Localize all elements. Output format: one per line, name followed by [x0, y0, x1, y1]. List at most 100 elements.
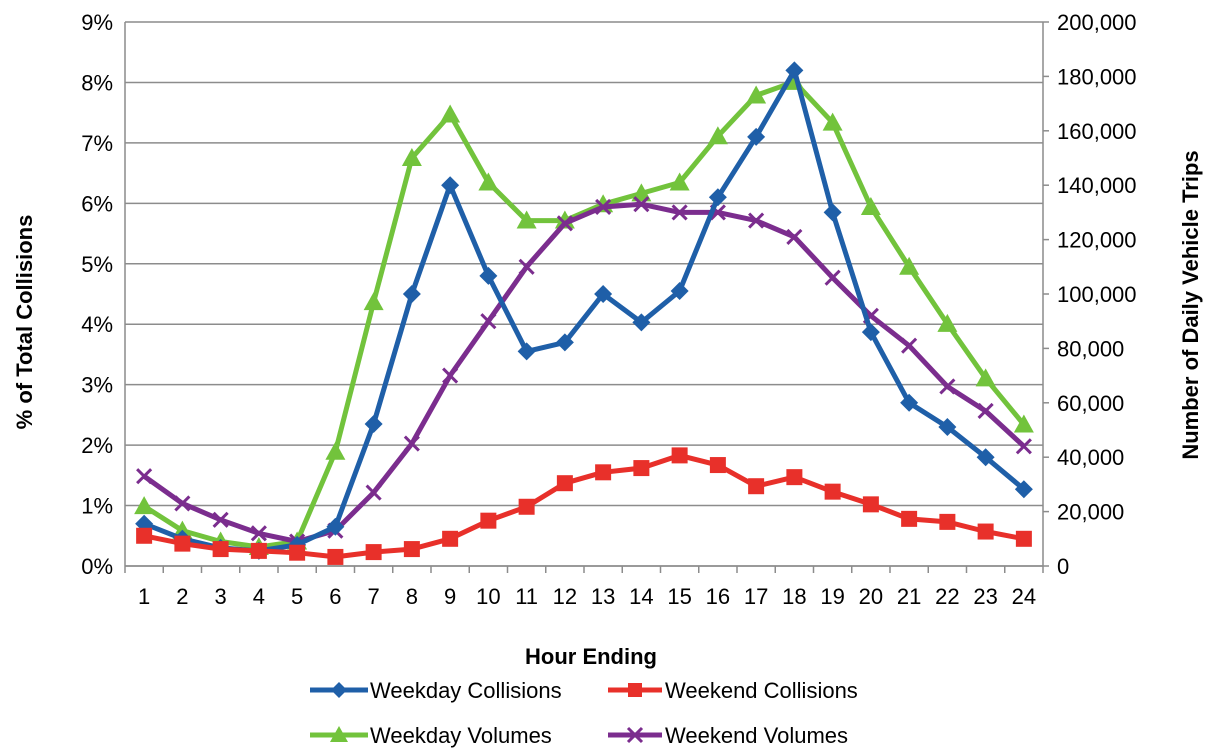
- data-point: [785, 61, 804, 80]
- data-point: [555, 333, 574, 352]
- data-point: [250, 525, 267, 542]
- data-point: [402, 285, 421, 303]
- data-point: [440, 104, 461, 123]
- data-point: [861, 323, 880, 342]
- data-point: [442, 530, 459, 547]
- data-point: [250, 542, 267, 559]
- left-tick-label: 9%: [81, 10, 113, 35]
- data-point: [671, 204, 688, 221]
- data-point: [631, 183, 652, 202]
- data-point: [364, 414, 383, 433]
- series-weekend-collisions: [136, 447, 1032, 565]
- data-point: [786, 469, 803, 486]
- data-point: [327, 548, 344, 565]
- data-point: [595, 198, 612, 216]
- right-tick-label: 140,000: [1057, 173, 1137, 198]
- left-tick-label: 3%: [81, 373, 113, 398]
- x-tick-label: 8: [406, 584, 418, 609]
- data-point: [1014, 480, 1033, 499]
- data-point: [748, 212, 765, 229]
- data-point: [134, 496, 155, 515]
- data-point: [860, 196, 881, 215]
- left-axis-ticks: 0% 1% 2% 3% 4% 5% 6% 7% 8% 9%: [81, 10, 113, 579]
- data-point: [746, 85, 767, 104]
- data-point: [900, 393, 919, 412]
- data-point: [595, 464, 612, 481]
- data-point: [899, 256, 920, 275]
- left-tick-label: 7%: [81, 131, 113, 156]
- x-tick-label: 14: [629, 584, 653, 609]
- left-tick-label: 8%: [81, 70, 113, 95]
- data-point: [480, 313, 497, 330]
- x-tick-label: 22: [935, 584, 959, 609]
- x-tick-label: 11: [515, 584, 538, 609]
- right-tick-label: 100,000: [1057, 282, 1137, 307]
- data-point: [516, 210, 537, 229]
- data-point: [1013, 414, 1034, 433]
- data-point: [633, 196, 650, 213]
- x-tick-label: 20: [859, 584, 883, 609]
- axes: [124, 22, 1044, 567]
- x-tick-label: 2: [176, 584, 188, 609]
- left-tick-label: 5%: [81, 252, 113, 277]
- data-point: [823, 203, 842, 222]
- data-point: [977, 523, 994, 540]
- data-point: [403, 435, 420, 452]
- data-point: [669, 172, 690, 191]
- data-point: [212, 511, 229, 528]
- legend-item-weekend-volumes: Weekend Volumes: [608, 723, 848, 748]
- data-point: [365, 484, 382, 501]
- data-point: [747, 127, 766, 146]
- legend-label-weekday-volumes: Weekday Volumes: [370, 723, 552, 748]
- data-point: [517, 342, 536, 361]
- data-point: [442, 367, 459, 384]
- data-point: [976, 448, 995, 467]
- data-point: [554, 210, 575, 229]
- data-point: [365, 544, 382, 561]
- left-tick-label: 2%: [81, 433, 113, 458]
- series-layer: [134, 61, 1034, 565]
- data-point: [977, 402, 994, 420]
- x-tick-label: 3: [215, 584, 227, 609]
- x-tick-label: 17: [744, 584, 768, 609]
- x-tick-label: 4: [253, 584, 265, 609]
- right-tick-label: 160,000: [1057, 119, 1137, 144]
- data-point: [556, 215, 573, 232]
- data-point: [480, 512, 497, 529]
- data-point: [518, 498, 535, 515]
- x-tick-label: 12: [553, 584, 577, 609]
- data-point: [938, 417, 957, 436]
- data-point: [824, 483, 841, 500]
- x-tick-label: 10: [476, 584, 500, 609]
- legend-marker-triangle: [330, 726, 348, 742]
- data-point: [441, 176, 460, 195]
- x-tick-label: 7: [368, 584, 380, 609]
- legend-item-weekend-collisions: Weekend Collisions: [608, 678, 858, 703]
- data-point: [174, 535, 191, 552]
- right-tick-label: 80,000: [1057, 336, 1124, 361]
- legend-item-weekday-collisions: Weekday Collisions: [310, 678, 562, 703]
- data-point: [671, 447, 688, 464]
- data-point: [632, 313, 651, 332]
- data-point: [862, 496, 879, 513]
- x-tick-label: 18: [782, 584, 806, 609]
- data-point: [136, 527, 153, 544]
- left-tick-label: 4%: [81, 312, 113, 337]
- legend-label-weekend-volumes: Weekend Volumes: [665, 723, 848, 748]
- data-point: [939, 378, 956, 395]
- data-point: [403, 541, 420, 558]
- data-point: [478, 172, 499, 191]
- legend-marker-x: [626, 726, 644, 744]
- x-tick-label: 23: [973, 584, 997, 609]
- data-point: [289, 544, 306, 561]
- data-point: [822, 112, 843, 131]
- right-axis-ticks: 0 20,000 40,000 60,000 80,000 100,000 120,000 1…: [1043, 10, 1137, 579]
- legend-marker-diamond: [331, 682, 347, 698]
- left-tick-label: 1%: [81, 494, 113, 519]
- data-point: [824, 269, 841, 286]
- data-point: [707, 126, 728, 145]
- x-tick-label: 21: [897, 584, 921, 609]
- legend-label-weekday-collisions: Weekday Collisions: [370, 678, 562, 703]
- data-point: [325, 441, 346, 460]
